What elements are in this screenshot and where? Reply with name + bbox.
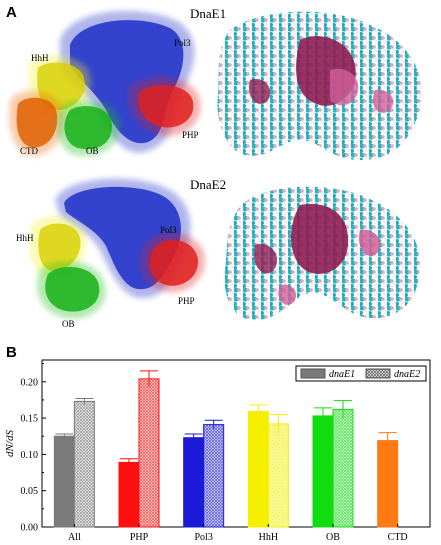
y-tick-label: 0.05: [21, 486, 39, 497]
dnae1-label-ob: OB: [86, 146, 99, 156]
x-tick-label: CTD: [388, 532, 408, 543]
bar-dnaE1-php: [118, 461, 140, 528]
plot-frame: [41, 359, 431, 528]
bar-dnaE1-all: [53, 435, 75, 528]
dnae1-title: DnaE1: [190, 6, 227, 21]
bar-dnaE2-ob: [332, 408, 354, 528]
y-tick-label: 0.00: [21, 523, 39, 534]
bar-dnaE1-ob: [312, 415, 334, 528]
dnae1-ribbon-structure: [9, 10, 201, 157]
y-tick-label: 0.15: [21, 414, 39, 425]
legend-label-dnae1: dnaE1: [329, 369, 355, 380]
bar-dnaE2-php: [138, 378, 160, 528]
dnae2-title: DnaE2: [190, 177, 227, 192]
legend-swatch-dnae2: [365, 368, 391, 379]
bar-dnaE1-ctd: [377, 440, 399, 528]
x-tick-label: OB: [326, 532, 340, 543]
legend-label-dnae2: dnaE2: [394, 369, 420, 380]
bar-dnaE2-all: [73, 400, 95, 528]
bar-dnaE2-pol3: [203, 424, 225, 528]
x-tick-label: All: [68, 532, 81, 543]
x-tick-label: HhH: [259, 532, 278, 543]
y-tick-label: 0.20: [21, 377, 39, 388]
dnae1-surface-structure: [217, 11, 423, 160]
legend-box: [295, 365, 427, 382]
legend-swatch-dnae1: [300, 368, 326, 379]
panel-a-letter: A: [6, 4, 17, 21]
y-tick-label: 0.10: [21, 450, 39, 461]
dnae1-label-pol3: Pol3: [174, 38, 191, 48]
dnae2-ribbon-structure: [29, 178, 205, 319]
x-tick-label: Pol3: [194, 532, 212, 543]
dnae2-label-ob: OB: [62, 319, 75, 329]
x-tick-label: PHP: [130, 532, 149, 543]
bar-dnaE1-hhh: [247, 411, 269, 528]
y-axis-label: dN/dS: [4, 430, 16, 457]
bar-dnaE1-pol3: [183, 437, 205, 528]
dnae1-label-php: PHP: [182, 130, 199, 140]
panel-b-letter: B: [6, 344, 17, 361]
dnae1-label-hhh: HhH: [31, 53, 49, 63]
dnae2-label-hhh: HhH: [16, 233, 34, 243]
dnae2-label-pol3: Pol3: [160, 225, 177, 235]
bar-dnaE2-hhh: [267, 423, 289, 528]
dnae2-label-php: PHP: [178, 296, 195, 306]
dnae1-label-ctd: CTD: [20, 146, 38, 156]
dnae2-surface-structure: [224, 186, 420, 321]
